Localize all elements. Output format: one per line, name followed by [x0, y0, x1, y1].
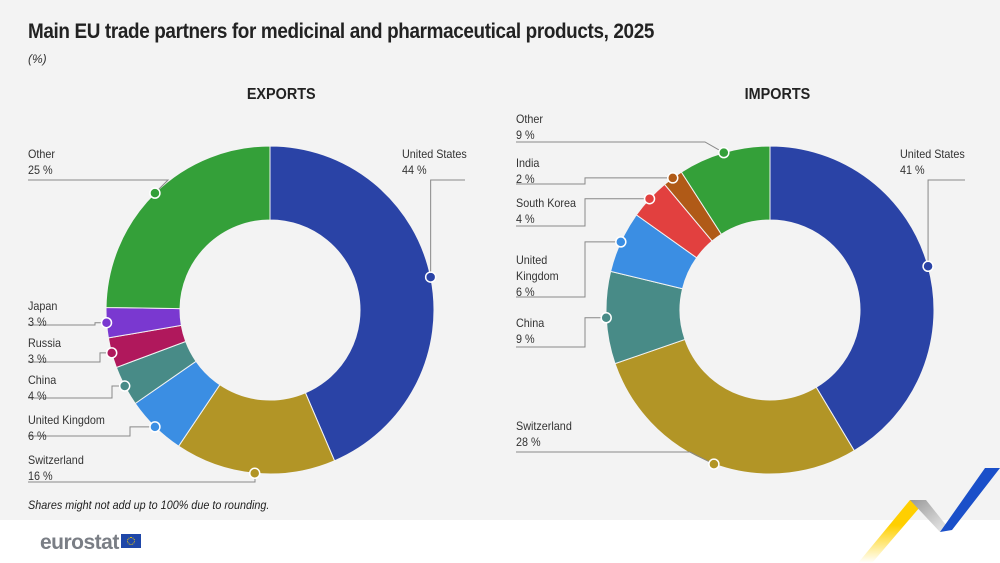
data-label: China 4 %: [28, 372, 56, 404]
leader-line: [516, 198, 650, 227]
leader-line: [927, 179, 965, 267]
chart-title: Main EU trade partners for medicinal and…: [28, 20, 654, 43]
value-label: 6 %: [516, 285, 535, 299]
leader-line: [516, 451, 715, 465]
value-label: 28 %: [516, 435, 541, 449]
slice-marker: [149, 187, 161, 199]
value-label: 3 %: [28, 315, 47, 329]
slice-marker: [643, 192, 656, 205]
leader-line: [516, 177, 673, 185]
leader-line: [28, 179, 170, 194]
category-label: Russia: [28, 336, 62, 350]
slice-marker: [118, 380, 131, 392]
slice-marker: [708, 458, 720, 470]
category-label: Switzerland: [28, 453, 84, 467]
data-label: China 9 %: [516, 315, 544, 347]
slice-marker: [149, 421, 161, 433]
value-label: 4 %: [516, 212, 535, 226]
leader-line: [516, 141, 725, 154]
slice-marker: [105, 347, 118, 359]
category-label: United Kingdom: [516, 253, 559, 283]
slice-marker: [718, 146, 730, 159]
value-label: 25 %: [28, 163, 53, 177]
leader-line: [516, 317, 607, 348]
category-label: China: [516, 316, 545, 330]
leader-line: [430, 179, 465, 278]
value-label: 16 %: [28, 469, 53, 483]
value-label: 6 %: [28, 429, 47, 443]
footnote: Shares might not add up to 100% due to r…: [28, 498, 270, 512]
data-label: Russia 3 %: [28, 335, 61, 367]
data-label: South Korea 4 %: [516, 195, 576, 227]
eurostat-logo: eurostat: [40, 531, 141, 555]
value-label: 9 %: [516, 332, 535, 346]
value-label: 41 %: [900, 163, 925, 177]
value-label: 44 %: [402, 163, 427, 177]
leader-line: [28, 426, 155, 437]
imports-title: IMPORTS: [744, 86, 811, 103]
slice-marker: [248, 467, 261, 480]
category-label: Japan: [28, 299, 58, 313]
leader-line: [28, 352, 112, 363]
slice-switzerland: [614, 338, 855, 475]
category-label: United Kingdom: [28, 413, 105, 427]
category-label: Other: [516, 112, 544, 126]
data-label: United States 44 %: [402, 146, 467, 178]
value-label: 4 %: [28, 389, 47, 403]
eu-flag-icon: [120, 534, 141, 548]
category-label: China: [28, 373, 57, 387]
data-label: Switzerland 28 %: [516, 418, 572, 450]
data-label: Other 25 %: [28, 146, 55, 178]
slice-marker: [600, 312, 612, 324]
category-label: India: [516, 156, 540, 170]
data-label: United Kingdom 6 %: [28, 412, 105, 444]
data-label: United States 41 %: [900, 146, 965, 178]
data-label: United Kingdom 6 %: [516, 252, 561, 300]
leader-line: [516, 241, 621, 298]
category-label: Other: [28, 147, 56, 161]
slice-marker: [922, 260, 934, 273]
category-label: United States: [402, 147, 467, 161]
slice-marker: [100, 316, 113, 329]
unit-label: (%): [28, 52, 47, 66]
slice-marker: [424, 271, 437, 283]
slice-united-states: [769, 145, 935, 452]
value-label: 9 %: [516, 128, 535, 142]
leader-line: [28, 385, 125, 399]
data-label: Switzerland 16 %: [28, 452, 84, 484]
data-label: Japan 3 %: [28, 298, 57, 330]
exports-title: EXPORTS: [246, 86, 316, 103]
data-label: India 2 %: [516, 155, 539, 187]
slice-other: [105, 145, 271, 310]
value-label: 3 %: [28, 352, 47, 366]
slice-other: [680, 145, 771, 235]
slice-marker: [615, 236, 627, 248]
category-label: South Korea: [516, 196, 577, 210]
value-label: 2 %: [516, 172, 535, 186]
data-label: Other 9 %: [516, 111, 543, 143]
slice-marker: [667, 172, 679, 184]
slice-united-states: [269, 145, 435, 462]
category-label: United States: [900, 147, 965, 161]
category-label: Switzerland: [516, 419, 572, 433]
